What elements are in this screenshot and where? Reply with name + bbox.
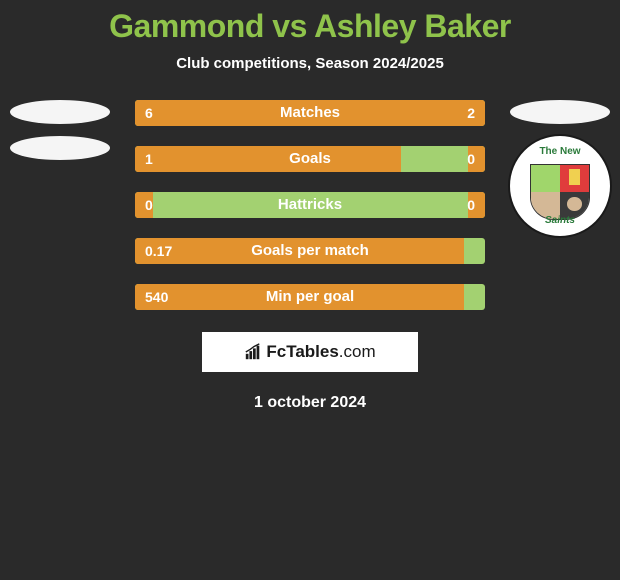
stat-label: Hattricks [135,192,485,218]
stat-label: Goals per match [135,238,485,264]
brand-domain-text: .com [339,342,376,361]
stat-row: 0.17Goals per match [135,238,485,264]
club-name-bottom: Saints [522,215,598,226]
comparison-card: Gammond vs Ashley Baker Club competition… [0,0,620,412]
stat-row: 6Matches2 [135,100,485,126]
subtitle: Club competitions, Season 2024/2025 [0,55,620,72]
brand-badge: FcTables.com [202,332,418,372]
stat-row: 1Goals0 [135,146,485,172]
page-title: Gammond vs Ashley Baker [0,8,620,45]
stat-right-value: 0 [467,146,475,172]
stat-row: 540Min per goal [135,284,485,310]
club-shield-icon [530,164,590,220]
player-left-column [10,100,110,160]
player-left-club-logo [10,136,110,160]
stat-right-value: 0 [467,192,475,218]
date-label: 1 october 2024 [0,394,620,412]
stat-label: Min per goal [135,284,485,310]
brand-name-text: FcTables [266,342,338,361]
stats-area: The New Saints 6Matches21Goals00Hattrick… [0,100,620,310]
club-name-top: The New [522,146,598,157]
stat-bars: 6Matches21Goals00Hattricks00.17Goals per… [135,100,485,310]
player-right-club-logo: The New Saints [510,136,610,236]
stat-row: 0Hattricks0 [135,192,485,218]
brand-name: FcTables.com [266,342,375,362]
stat-label: Goals [135,146,485,172]
player-right-avatar [510,100,610,124]
stat-right-value: 2 [467,100,475,126]
brand-chart-icon [244,343,262,361]
player-left-avatar [10,100,110,124]
stat-label: Matches [135,100,485,126]
player-right-column: The New Saints [510,100,610,236]
